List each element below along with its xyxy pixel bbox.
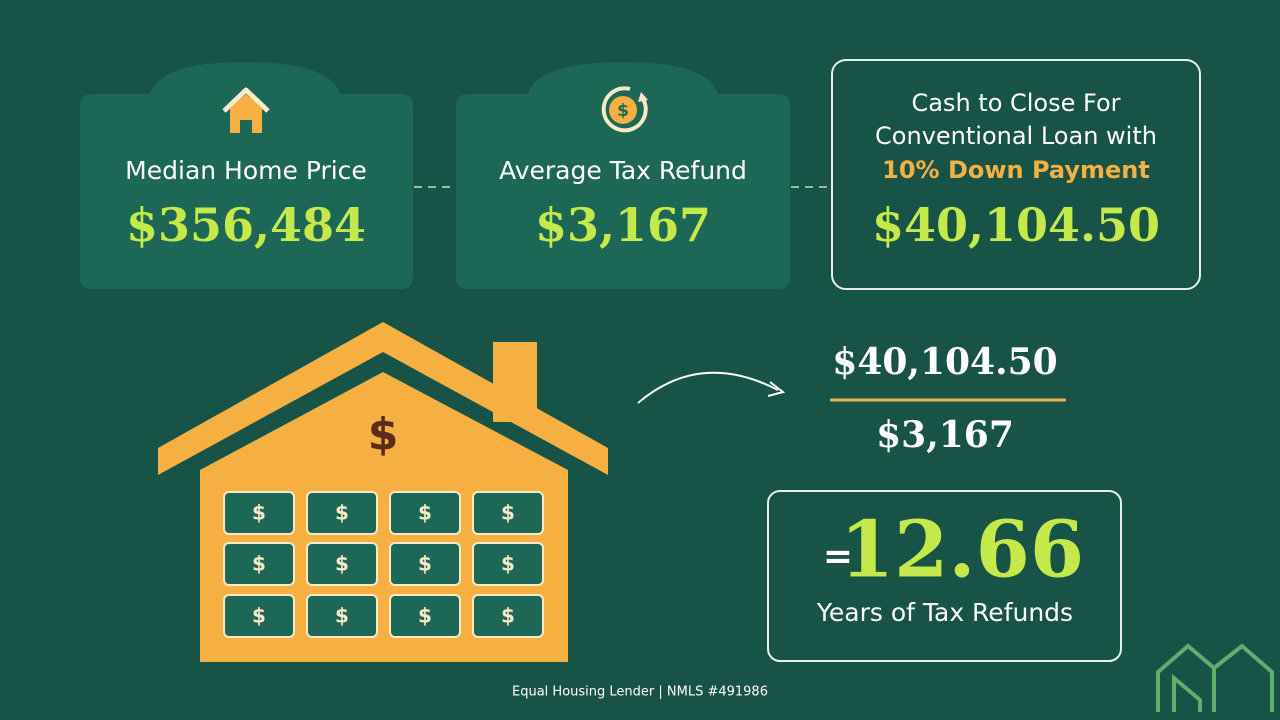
card <box>831 59 1201 290</box>
bill-symbol: $ <box>418 604 432 628</box>
bill-symbol: $ <box>335 552 349 576</box>
bill <box>389 594 461 638</box>
bill-symbol: $ <box>501 501 515 525</box>
bill-symbol: $ <box>501 552 515 576</box>
result-box <box>767 490 1122 662</box>
card <box>456 62 790 289</box>
result-label: Years of Tax Refunds <box>816 598 1073 627</box>
refund-icon <box>601 86 648 133</box>
arrow <box>637 371 779 404</box>
house-illustration <box>158 322 608 662</box>
bill <box>472 594 544 638</box>
bill <box>223 594 295 638</box>
card <box>80 62 413 289</box>
bill-symbol: $ <box>252 501 266 525</box>
bill-symbol: $ <box>418 552 432 576</box>
numerator: $40,104.50 <box>832 341 1057 383</box>
bill <box>223 491 295 535</box>
bill <box>389 542 461 586</box>
card-value: $356,484 <box>126 198 366 252</box>
result-value: 12.66 <box>840 505 1084 596</box>
bill-symbol: $ <box>252 604 266 628</box>
card-label: Average Tax Refund <box>499 156 747 185</box>
bill <box>223 542 295 586</box>
icon-symbol: $ <box>617 101 629 121</box>
bill-symbol: $ <box>252 552 266 576</box>
card-title-line: Conventional Loan with <box>875 122 1157 150</box>
home-icon <box>222 87 270 133</box>
bills: $ $ $ $ $ $ $ $ $ $ $ $ <box>223 491 544 638</box>
bill <box>472 542 544 586</box>
card-value: $40,104.50 <box>872 198 1160 252</box>
footer: Equal Housing Lender | NMLS #491986 <box>512 685 768 700</box>
card-highlight: 10% Down Payment <box>882 156 1150 184</box>
arrow-head <box>767 381 786 397</box>
bill <box>306 491 378 535</box>
denominator: $3,167 <box>876 414 1014 456</box>
card-title-line: Cash to Close For <box>911 89 1120 117</box>
logo <box>1156 643 1274 712</box>
bill <box>306 594 378 638</box>
bill <box>472 491 544 535</box>
bill <box>389 491 461 535</box>
card-value: $3,167 <box>535 198 711 252</box>
equals-sign: = <box>823 536 853 577</box>
bill <box>306 542 378 586</box>
bill-symbol: $ <box>501 604 515 628</box>
card-label: Median Home Price <box>125 156 367 185</box>
bill-symbol: $ <box>335 604 349 628</box>
house-symbol: $ <box>368 409 399 460</box>
bill-symbol: $ <box>335 501 349 525</box>
bill-symbol: $ <box>418 501 432 525</box>
